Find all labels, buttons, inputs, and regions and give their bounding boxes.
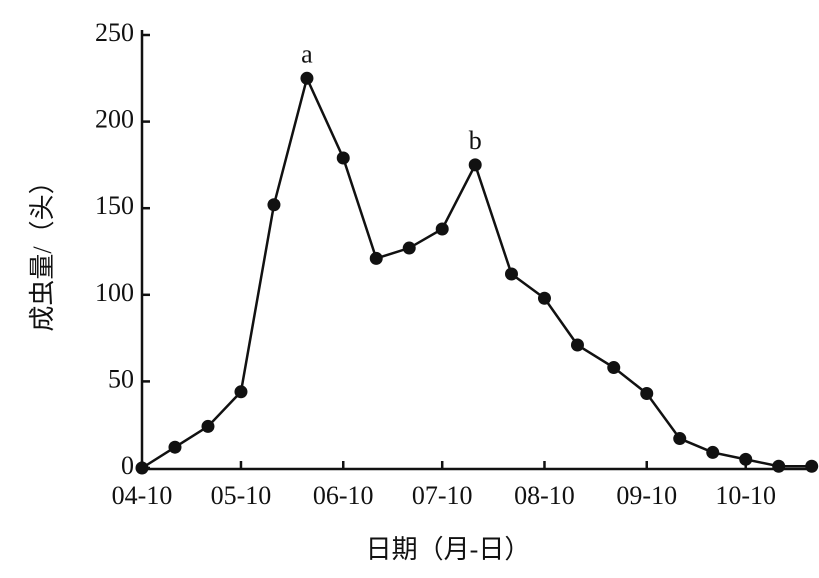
x-tick-label: 10-10 xyxy=(715,481,776,510)
data-point xyxy=(805,459,819,473)
data-point xyxy=(168,440,182,454)
data-point xyxy=(369,251,383,265)
y-tick-label: 250 xyxy=(95,18,134,47)
data-point xyxy=(504,267,518,281)
data-point xyxy=(537,291,551,305)
y-tick-label: 100 xyxy=(95,278,134,307)
data-point xyxy=(135,461,149,475)
data-point xyxy=(336,151,350,165)
x-tick-label: 04-10 xyxy=(112,481,173,510)
x-tick-label: 07-10 xyxy=(412,481,473,510)
data-point xyxy=(435,222,449,236)
data-point xyxy=(234,385,248,399)
y-tick-label: 0 xyxy=(121,451,134,480)
x-tick-label: 09-10 xyxy=(616,481,677,510)
y-tick-label: 50 xyxy=(108,364,134,393)
data-point xyxy=(300,71,314,85)
y-axis-title: 成虫量/（头） xyxy=(28,168,57,331)
annotation: a xyxy=(301,39,313,68)
data-point xyxy=(772,459,786,473)
x-tick-label: 06-10 xyxy=(313,481,374,510)
y-tick-label: 150 xyxy=(95,191,134,220)
data-point xyxy=(468,158,482,172)
annotation: b xyxy=(469,126,482,155)
data-point xyxy=(570,338,584,352)
x-axis-title: 日期（月-日） xyxy=(366,535,531,564)
data-point xyxy=(267,198,281,212)
x-tick-label: 05-10 xyxy=(211,481,272,510)
data-point xyxy=(402,241,416,255)
data-point xyxy=(739,452,753,466)
y-tick-label: 200 xyxy=(95,105,134,134)
x-tick-label: 08-10 xyxy=(514,481,575,510)
data-point xyxy=(607,361,621,375)
data-point xyxy=(640,387,654,401)
data-point xyxy=(706,445,720,459)
data-point xyxy=(673,432,687,446)
data-point xyxy=(201,419,215,433)
